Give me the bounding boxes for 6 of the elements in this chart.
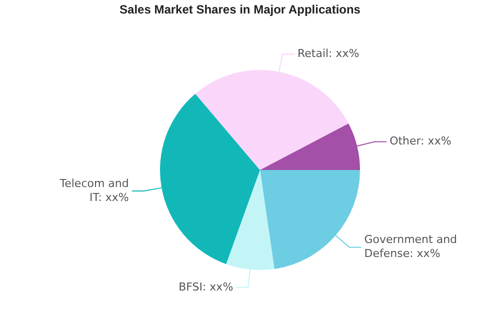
chart-title: Sales Market Shares in Major Applications — [120, 2, 361, 16]
slice-label: Other: xx% — [390, 134, 452, 148]
slice-label: BFSI: xx% — [178, 280, 234, 294]
slice-label: Telecom and IT: xx% — [58, 176, 129, 204]
slice-label: Retail: xx% — [297, 47, 360, 60]
slice-label: Government and Defense: xx% — [364, 233, 458, 260]
